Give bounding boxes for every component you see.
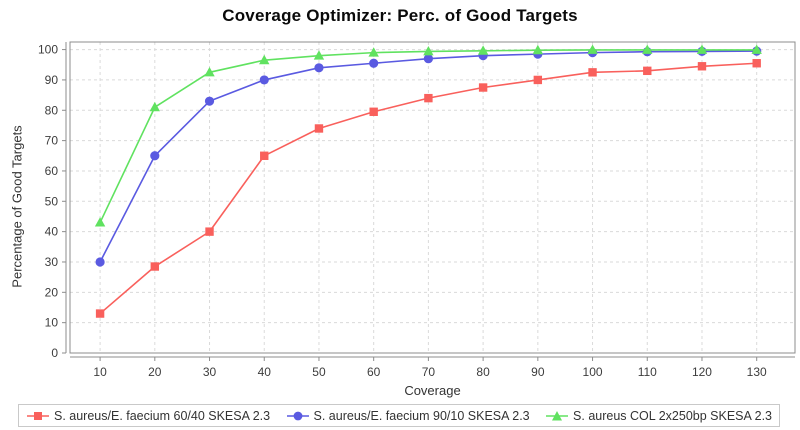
data-point-marker bbox=[369, 107, 378, 116]
data-point-marker bbox=[94, 217, 106, 227]
data-point-marker bbox=[477, 45, 489, 55]
x-tick-label: 30 bbox=[203, 365, 217, 379]
data-point-marker bbox=[204, 96, 215, 106]
y-tick-label: 80 bbox=[45, 103, 59, 117]
x-tick-label: 100 bbox=[583, 365, 603, 379]
y-tick-label: 30 bbox=[45, 255, 59, 269]
data-point-marker bbox=[423, 46, 434, 56]
x-tick-label: 40 bbox=[258, 365, 272, 379]
plot-border bbox=[69, 41, 796, 354]
data-point-marker bbox=[260, 151, 269, 160]
legend-item-90-10: S. aureus/E. faecium 90/10 SKESA 2.3 bbox=[286, 409, 530, 423]
data-point-marker bbox=[533, 75, 543, 85]
data-point-marker bbox=[149, 101, 161, 112]
data-point-marker bbox=[587, 44, 598, 54]
square-marker-icon bbox=[27, 411, 49, 420]
x-tick-label: 60 bbox=[367, 365, 381, 379]
data-point-marker bbox=[642, 44, 653, 54]
data-point-marker bbox=[95, 257, 105, 267]
data-point-marker bbox=[259, 54, 270, 65]
triangle-marker-icon bbox=[546, 410, 569, 420]
y-tick-label: 60 bbox=[45, 164, 59, 178]
data-point-marker bbox=[751, 44, 762, 54]
data-point-marker bbox=[478, 83, 488, 92]
y-tick-label: 0 bbox=[51, 346, 58, 360]
y-tick-label: 10 bbox=[45, 316, 59, 330]
data-point-marker bbox=[205, 227, 214, 236]
y-tick-label: 50 bbox=[45, 194, 59, 208]
x-tick-label: 80 bbox=[476, 365, 490, 379]
data-point-marker bbox=[368, 47, 379, 57]
x-tick-label: 70 bbox=[422, 365, 436, 379]
circle-marker-icon bbox=[286, 411, 309, 420]
y-tick-label: 40 bbox=[45, 225, 59, 239]
data-point-marker bbox=[752, 59, 761, 68]
data-point-marker bbox=[643, 66, 652, 76]
legend-label: S. aureus/E. faecium 60/40 SKESA 2.3 bbox=[54, 408, 271, 423]
legend-label: S. aureus COL 2x250bp SKESA 2.3 bbox=[573, 408, 772, 423]
x-tick-label: 120 bbox=[692, 365, 712, 379]
y-tick-label: 100 bbox=[38, 43, 58, 57]
plot-background bbox=[70, 42, 795, 353]
data-point-marker bbox=[532, 44, 544, 55]
data-point-marker bbox=[95, 309, 105, 318]
legend-label: S. aureus/E. faecium 90/10 SKESA 2.3 bbox=[313, 408, 530, 423]
x-axis-title: Coverage bbox=[404, 383, 461, 398]
x-tick-label: 20 bbox=[148, 365, 162, 379]
x-tick-label: 110 bbox=[638, 365, 657, 379]
legend-item-60-40: S. aureus/E. faecium 60/40 SKESA 2.3 bbox=[26, 409, 270, 423]
y-tick-label: 20 bbox=[45, 285, 59, 299]
x-tick-label: 10 bbox=[93, 365, 107, 379]
data-point-marker bbox=[204, 66, 215, 77]
data-point-marker bbox=[588, 68, 597, 77]
y-tick-label: 70 bbox=[45, 134, 59, 148]
x-tick-label: 90 bbox=[531, 365, 545, 379]
y-axis-title: Percentage of Good Targets bbox=[9, 125, 25, 288]
x-tick-label: 130 bbox=[747, 365, 767, 379]
data-point-marker bbox=[150, 262, 160, 271]
data-point-marker bbox=[314, 63, 324, 73]
data-point-marker bbox=[314, 124, 324, 133]
data-point-marker bbox=[697, 62, 707, 71]
x-tick-label: 50 bbox=[312, 365, 326, 379]
data-point-marker bbox=[369, 58, 379, 68]
y-tick-label: 90 bbox=[45, 73, 59, 87]
data-point-marker bbox=[313, 50, 325, 60]
data-point-marker bbox=[150, 151, 160, 161]
data-point-marker bbox=[423, 54, 433, 64]
chart-legend: S. aureus/E. faecium 60/40 SKESA 2.3 S. … bbox=[18, 404, 780, 427]
chart-title: Coverage Optimizer: Perc. of Good Target… bbox=[222, 6, 578, 25]
data-point-marker bbox=[696, 44, 708, 54]
legend-item-col-2x250: S. aureus COL 2x250bp SKESA 2.3 bbox=[545, 409, 772, 423]
data-point-marker bbox=[259, 75, 269, 85]
data-point-marker bbox=[424, 93, 433, 103]
